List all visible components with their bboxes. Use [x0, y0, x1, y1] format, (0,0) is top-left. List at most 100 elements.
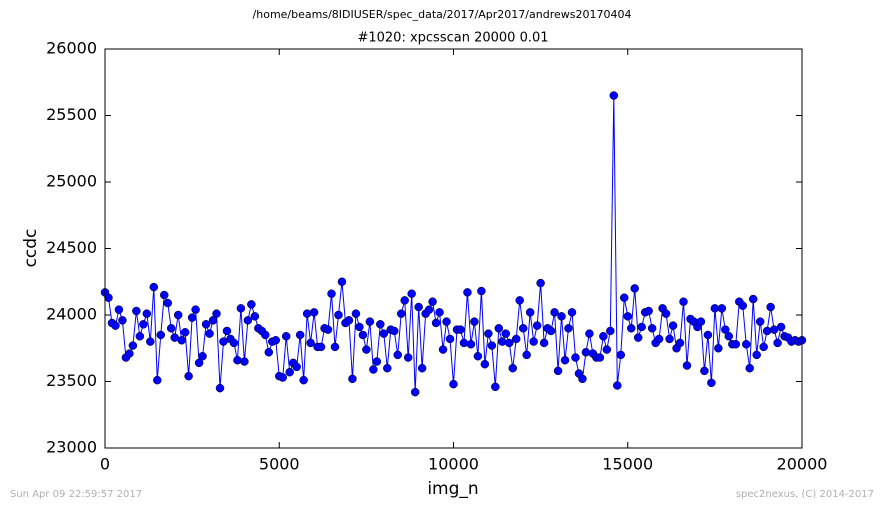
data-point [518, 324, 528, 333]
data-point [445, 334, 455, 344]
data-point [487, 341, 497, 350]
data-point [281, 332, 291, 341]
data-point [240, 357, 249, 366]
data-point [741, 340, 751, 349]
data-point [299, 375, 308, 385]
data-point [302, 309, 312, 318]
data-point [766, 302, 775, 312]
data-point [473, 351, 483, 361]
x-tick-label: 0 [100, 455, 110, 474]
data-point [358, 330, 368, 340]
data-point [477, 286, 486, 296]
data-point [344, 316, 354, 325]
data-point [222, 326, 232, 336]
data-point [456, 325, 465, 334]
data-point [700, 366, 709, 376]
data-point [696, 317, 706, 326]
data-point [630, 284, 639, 293]
data-point [372, 357, 382, 366]
data-point [173, 310, 183, 320]
data-point [233, 355, 242, 365]
x-tick-label: 10000 [428, 455, 479, 474]
data-point [201, 320, 211, 329]
data-point [525, 308, 535, 317]
data-point [724, 332, 734, 341]
data-point [508, 363, 517, 373]
data-point [187, 313, 197, 322]
data-point [191, 305, 200, 314]
data-point [163, 298, 172, 308]
data-point [585, 329, 594, 338]
data-point [351, 309, 361, 318]
data-point [407, 289, 416, 298]
data-point [212, 309, 221, 318]
data-point [714, 344, 723, 353]
data-point [236, 304, 246, 313]
x-axis-label: img_n [427, 479, 478, 499]
data-point [721, 325, 730, 334]
data-point [665, 334, 674, 344]
data-point [323, 325, 333, 334]
data-point [125, 349, 134, 358]
data-point [417, 363, 427, 373]
data-point [748, 294, 758, 304]
data-point [759, 342, 768, 352]
data-point [738, 301, 748, 310]
data-point [707, 378, 716, 388]
y-tick-label: 25500 [46, 105, 97, 124]
data-point [557, 312, 566, 321]
data-point [396, 309, 406, 318]
data-point [480, 359, 490, 369]
data-point [414, 302, 423, 312]
data-point [149, 282, 159, 292]
footer-credit: spec2nexus, (C) 2014-2017 [736, 489, 874, 500]
data-point [285, 367, 294, 377]
data-point [215, 383, 225, 393]
data-point [703, 330, 713, 340]
data-point [539, 338, 549, 348]
data-point [571, 353, 580, 362]
data-point [410, 387, 420, 397]
data-point [620, 293, 629, 302]
data-point [599, 332, 608, 341]
data-point [466, 340, 476, 349]
data-point [376, 320, 385, 329]
data-point [166, 324, 176, 333]
data-point [459, 338, 469, 348]
data-point [111, 321, 120, 330]
data-point [553, 366, 563, 376]
data-point [261, 330, 270, 340]
data-point [135, 332, 145, 341]
data-point [334, 310, 343, 320]
data-point [348, 374, 357, 384]
data-point [139, 320, 148, 329]
y-tick-label: 23000 [46, 438, 97, 457]
data-point [501, 329, 511, 338]
data-point [623, 312, 632, 321]
data-point [355, 322, 364, 332]
data-point [567, 308, 577, 317]
data-point [529, 337, 538, 346]
data-point [609, 91, 619, 100]
data-point [762, 326, 772, 336]
data-point [153, 375, 162, 385]
data-point [602, 345, 612, 354]
data-point [390, 326, 399, 336]
data-point [330, 342, 340, 352]
data-point [637, 322, 646, 332]
data-point [536, 278, 545, 288]
data-point [424, 305, 434, 314]
data-point [337, 277, 347, 286]
data-point [578, 374, 587, 384]
data-point [379, 329, 389, 338]
data-point [498, 337, 507, 346]
data-point [205, 329, 214, 338]
data-point [752, 350, 761, 360]
y-axis-label: ccdc [21, 229, 41, 268]
data-point [362, 345, 371, 354]
data-point [522, 350, 531, 360]
data-point [616, 350, 626, 360]
data-point [679, 297, 688, 306]
data-point [177, 336, 186, 345]
data-point [435, 308, 444, 317]
